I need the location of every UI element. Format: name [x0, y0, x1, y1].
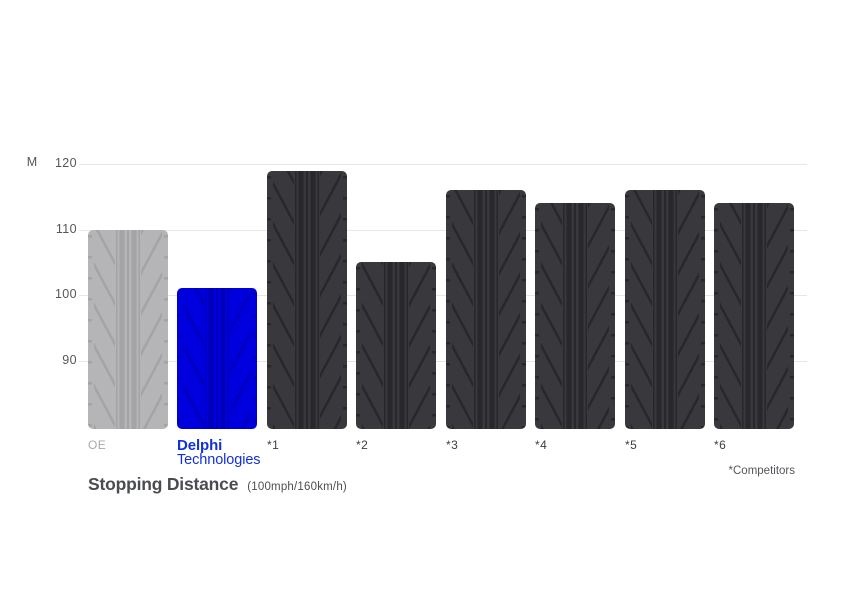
delphi-logo-line2: Technologies: [177, 452, 261, 468]
bar-oe: [88, 230, 168, 429]
y-tick-label-100: 100: [54, 287, 77, 301]
bar-5: [625, 190, 705, 429]
y-tick-label-120: 120: [54, 156, 77, 170]
category-label-4: *4: [535, 438, 548, 452]
gridline-90: [79, 361, 807, 362]
delphi-technologies-logo: Delphi Technologies: [177, 437, 261, 468]
bar-3: [446, 190, 526, 429]
chart-title-row: Stopping Distance (100mph/160km/h): [88, 474, 347, 495]
bar-delphi-technologies: [177, 288, 257, 429]
gridline-110: [79, 230, 807, 231]
y-axis-unit-label: M: [26, 155, 38, 169]
category-label-5: *5: [625, 438, 638, 452]
chart-subtitle: (100mph/160km/h): [247, 481, 347, 493]
category-label-1: *1: [267, 438, 280, 452]
bar-6: [714, 203, 794, 429]
competitors-footnote: *Competitors: [728, 465, 795, 477]
y-tick-label-90: 90: [62, 353, 77, 367]
bar-4: [535, 203, 615, 429]
category-label-6: *6: [714, 438, 727, 452]
category-label-oe: OE: [88, 438, 107, 452]
y-tick-label-110: 110: [55, 222, 77, 236]
bar-2: [356, 262, 436, 429]
chart-title: Stopping Distance: [88, 474, 239, 494]
category-label-3: *3: [446, 438, 459, 452]
bar-1: [267, 171, 347, 429]
delphi-logo-line1: Delphi: [177, 437, 223, 454]
category-label-2: *2: [356, 438, 369, 452]
gridline-120: [79, 164, 807, 165]
gridline-100: [79, 295, 807, 296]
